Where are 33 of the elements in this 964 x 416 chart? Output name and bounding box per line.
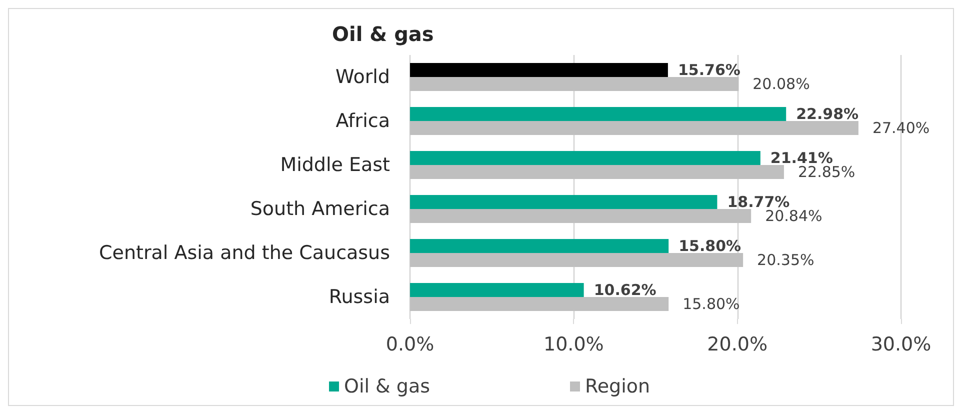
- bar: [410, 253, 744, 267]
- data-label: 20.35%: [757, 251, 814, 269]
- bar: [410, 121, 858, 135]
- bar: [410, 151, 760, 165]
- chart-title: Oil & gas: [332, 22, 434, 46]
- legend-label: Oil & gas: [344, 376, 430, 398]
- data-label: 22.98%: [796, 105, 859, 123]
- bar: [410, 107, 786, 121]
- data-label: 10.62%: [594, 281, 656, 299]
- bar: [410, 239, 669, 253]
- bar: [410, 63, 668, 77]
- x-tick-label: 20.0%: [707, 334, 768, 356]
- bar: [410, 77, 739, 91]
- bar: [410, 209, 752, 223]
- data-label: 15.76%: [678, 61, 740, 79]
- bar: [410, 297, 669, 311]
- y-tick-label: South America: [250, 198, 390, 220]
- y-tick-label: Middle East: [280, 154, 390, 176]
- data-label: 15.80%: [682, 295, 740, 313]
- data-label: 15.80%: [678, 237, 742, 255]
- y-tick-label: Central Asia and the Caucasus: [99, 242, 390, 264]
- data-label: 20.08%: [752, 75, 810, 93]
- data-label: 27.40%: [872, 119, 930, 137]
- y-tick-label: Africa: [336, 110, 390, 132]
- bar: [410, 195, 718, 209]
- y-tick-label: World: [336, 66, 390, 88]
- x-tick-label: 30.0%: [870, 334, 932, 356]
- y-tick-label: Russia: [328, 286, 390, 308]
- x-tick-label: 0.0%: [386, 334, 434, 356]
- x-tick-label: 10.0%: [543, 334, 604, 356]
- bar: [410, 165, 784, 179]
- bar: [410, 283, 584, 297]
- legend-label: Region: [585, 376, 650, 398]
